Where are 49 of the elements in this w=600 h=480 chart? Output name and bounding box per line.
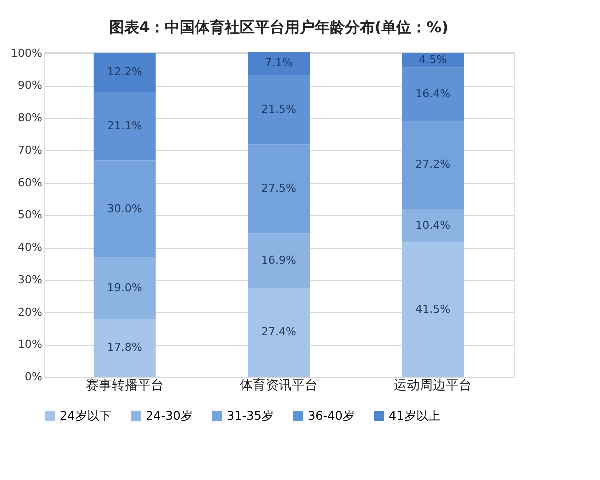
- data-label: 27.4%: [262, 326, 296, 339]
- data-label: 21.5%: [262, 102, 296, 116]
- data-label: 30.0%: [107, 202, 142, 216]
- data-label: 4.5%: [419, 54, 448, 67]
- legend-label: 41岁以上: [389, 409, 440, 423]
- data-label: 16.4%: [416, 87, 451, 100]
- data-label: 19.0%: [107, 282, 142, 295]
- bar: [248, 144, 310, 234]
- y-tick-label: 100%: [11, 46, 42, 60]
- x-tick-label: 体育资讯平台: [240, 378, 318, 394]
- bar: [248, 52, 310, 75]
- bar: [248, 288, 310, 377]
- data-label: 21.1%: [107, 120, 142, 133]
- chart-title: 图表4：中国体育社区平台用户年龄分布(单位：%): [109, 18, 449, 36]
- y-tick-label: 50%: [18, 208, 42, 222]
- y-tick-label: 20%: [18, 306, 42, 319]
- data-label: 27.5%: [262, 182, 296, 196]
- data-label: 10.4%: [416, 218, 451, 232]
- y-tick-label: 30%: [18, 273, 42, 286]
- bar: [402, 120, 464, 209]
- y-tick-label: 40%: [18, 241, 42, 254]
- x-tick-label: 运动周边平台: [394, 378, 472, 394]
- data-label: 41.5%: [416, 302, 451, 316]
- data-label: 17.8%: [107, 341, 142, 354]
- legend-label: 36-40岁: [308, 409, 355, 423]
- bar: [402, 68, 464, 121]
- bar: [94, 52, 156, 92]
- bar: [94, 160, 156, 258]
- bar: [94, 92, 156, 161]
- data-label: 12.2%: [107, 66, 142, 79]
- data-label: 27.2%: [416, 158, 451, 171]
- bar: [94, 258, 156, 320]
- bar: [94, 319, 156, 377]
- y-tick-label: 70%: [18, 144, 42, 157]
- y-tick-label: 60%: [18, 176, 42, 190]
- y-tick-label: 80%: [18, 112, 42, 125]
- bar: [402, 242, 464, 377]
- bar: [248, 234, 310, 288]
- data-label: 7.1%: [265, 56, 293, 70]
- data-label: 16.9%: [262, 254, 296, 267]
- bar: [248, 74, 310, 145]
- x-tick-label: 赛事转播平台: [86, 378, 164, 394]
- legend-label: 31-35岁: [227, 409, 274, 423]
- legend-label: 24岁以下: [60, 409, 112, 423]
- y-tick-label: 90%: [18, 79, 42, 92]
- y-tick-label: 10%: [18, 338, 42, 352]
- bar: [402, 208, 464, 243]
- y-tick-label: 0%: [25, 370, 42, 384]
- legend-label: 24-30岁: [146, 409, 193, 423]
